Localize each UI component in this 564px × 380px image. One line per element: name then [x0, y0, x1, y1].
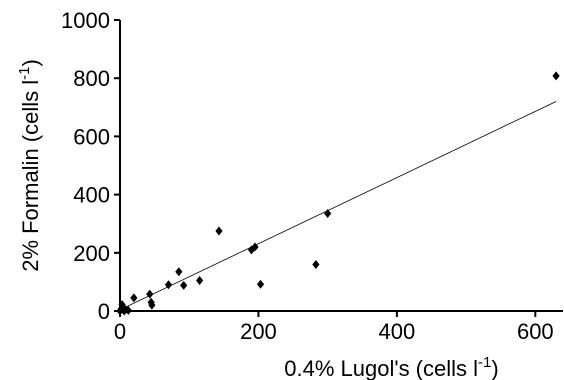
x-tick-label: 400 [379, 319, 416, 344]
data-point [256, 279, 265, 289]
data-point [324, 209, 332, 219]
data-point [164, 280, 173, 290]
y-tick-label: 600 [73, 124, 110, 149]
y-tick-label: 1000 [61, 8, 110, 33]
axes [119, 20, 563, 312]
y-tick-label: 0 [98, 299, 110, 324]
y-axis-title: 2% Formalin (cells l-1) [16, 59, 43, 272]
data-point [312, 259, 320, 269]
y-tick-label: 800 [73, 66, 110, 91]
y-tick-label: 400 [73, 183, 110, 208]
x-tick-label: 200 [240, 319, 277, 344]
data-point [146, 289, 154, 299]
x-axis-title: 0.4% Lugol's (cells l-1) [284, 354, 498, 380]
data-points [116, 71, 560, 316]
x-tick-label: 600 [517, 319, 554, 344]
y-tick-label: 200 [73, 241, 110, 266]
data-point [148, 300, 156, 310]
data-point [215, 226, 223, 236]
x-tick-label: 0 [114, 319, 126, 344]
data-point [175, 267, 183, 277]
data-point [180, 280, 188, 290]
ticks: 0 200 400 600 800 1000 0 200 400 600 [61, 8, 554, 344]
data-point [130, 293, 138, 303]
data-point [251, 242, 259, 252]
data-point [196, 275, 204, 285]
regression-line [119, 101, 557, 311]
data-point [124, 305, 132, 315]
data-point [552, 71, 560, 81]
